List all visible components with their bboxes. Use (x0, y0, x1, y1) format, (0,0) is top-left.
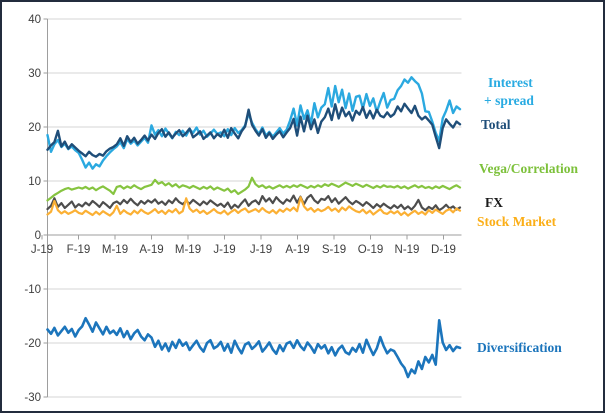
y-axis-tick-label: 40 (28, 14, 41, 26)
x-axis-tick-label: S-19 (322, 244, 346, 256)
y-axis-tick-label: -10 (24, 284, 41, 296)
series-label-interest-spread-line1: Interest (488, 75, 533, 90)
series-label-fx: FX (485, 195, 503, 210)
y-axis-tick-label: 20 (28, 122, 41, 134)
x-axis-tick-label: M-19 (175, 244, 201, 256)
x-axis-tick-label: A-19 (285, 244, 309, 256)
x-axis-tick-label: J-19 (31, 244, 53, 256)
x-axis-tick-label: N-19 (395, 244, 420, 256)
x-axis-tick-label: O-19 (358, 244, 384, 256)
y-axis-tick-label: 0 (35, 230, 41, 242)
series-line-interest-spread (46, 76, 462, 170)
series-label-interest-spread-line2: + spread (484, 93, 534, 108)
x-axis-tick-label: A-19 (139, 244, 163, 256)
series-line-total (46, 102, 462, 158)
series-line-diversification (46, 316, 462, 379)
series-line-vega-correlation (46, 176, 462, 202)
x-axis-tick-label: F-19 (67, 244, 91, 256)
series-label-vega-correlation: Vega/Correlation (479, 161, 578, 176)
series-label-diversification: Diversification (477, 340, 562, 355)
y-axis-tick-label: -30 (24, 392, 41, 404)
x-axis-tick-label: M-19 (102, 244, 128, 256)
y-axis-tick-label: 30 (28, 68, 41, 80)
series-line-fx (46, 193, 462, 212)
series-label-stock-market: Stock Market (477, 214, 557, 229)
series-line-stock-market (46, 196, 462, 217)
y-axis-tick-label: -20 (24, 338, 41, 350)
x-axis-tick-label: J-19 (213, 244, 235, 256)
x-axis-tick-label: J-19 (250, 244, 272, 256)
x-axis-tick-label: D-19 (431, 244, 456, 256)
series-label-total: Total (481, 117, 511, 132)
y-axis-tick-label: 10 (28, 176, 41, 188)
